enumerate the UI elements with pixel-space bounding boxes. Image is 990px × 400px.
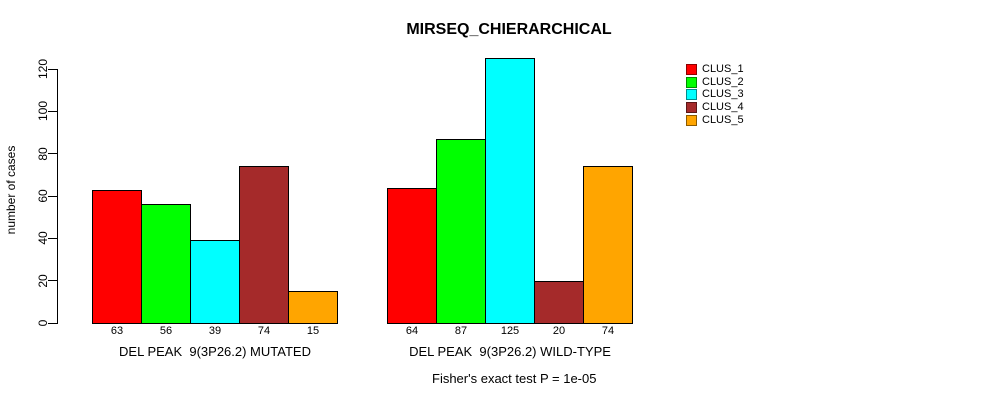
y-tick	[48, 280, 58, 282]
bar-clus_2-group1	[141, 204, 191, 324]
bar-value-label: 20	[552, 325, 566, 337]
bar-clus_2-group2	[436, 138, 486, 324]
bar-value-label: 56	[159, 325, 173, 337]
y-axis-label: number of cases	[4, 145, 18, 235]
y-tick-label: 100	[36, 101, 50, 122]
y-tick	[48, 153, 58, 155]
legend-label-clus_3: CLUS_3	[702, 88, 744, 101]
category-label: DEL PEAK 9(3P26.2) WILD-TYPE	[409, 344, 611, 359]
bar-clus_5-group1	[288, 291, 338, 324]
legend-label-clus_1: CLUS_1	[702, 63, 744, 75]
y-tick	[48, 68, 58, 70]
footnote: Fisher's exact test P = 1e-05	[432, 371, 597, 386]
bar-value-label: 64	[405, 325, 419, 337]
bar-value-label: 87	[454, 325, 468, 337]
bar-value-label: 74	[601, 325, 615, 337]
bar-value-label: 39	[208, 325, 222, 337]
legend-swatch-clus_2	[686, 76, 697, 88]
bar-clus_5-group2	[583, 166, 633, 324]
y-tick	[48, 110, 58, 112]
legend-swatch-clus_3	[686, 89, 697, 101]
chart-title: MIRSEQ_CHIERARCHICAL	[406, 21, 612, 38]
legend-label-clus_4: CLUS_4	[702, 101, 744, 114]
legend-label-clus_2: CLUS_2	[702, 75, 744, 88]
y-tick-label: 120	[36, 58, 50, 80]
bar-value-label: 63	[110, 325, 124, 337]
bar-clus_4-group1	[239, 166, 289, 324]
y-tick	[48, 237, 58, 239]
y-tick-label: 40	[36, 231, 50, 246]
y-tick-label: 60	[36, 189, 50, 203]
bar-clus_3-group1	[190, 240, 240, 324]
legend-swatch-clus_4	[686, 102, 697, 114]
y-tick	[48, 195, 58, 197]
bar-value-label: 74	[257, 325, 271, 337]
bar-clus_4-group2	[534, 280, 584, 324]
y-tick-label: 0	[36, 319, 50, 327]
y-axis	[57, 69, 58, 324]
bar-value-label: 15	[306, 325, 320, 337]
bar-clus_1-group1	[92, 189, 142, 324]
bar-clus_1-group2	[387, 187, 437, 324]
legend-swatch-clus_1	[686, 64, 697, 75]
category-label: DEL PEAK 9(3P26.2) MUTATED	[119, 344, 311, 359]
bar-clus_3-group2	[485, 58, 535, 324]
legend-swatch-clus_5	[686, 114, 697, 126]
y-tick-label: 80	[36, 146, 50, 161]
y-tick-label: 20	[36, 273, 50, 288]
legend-label-clus_5: CLUS_5	[702, 113, 744, 126]
bar-value-label: 125	[500, 325, 520, 337]
y-tick	[48, 322, 58, 324]
